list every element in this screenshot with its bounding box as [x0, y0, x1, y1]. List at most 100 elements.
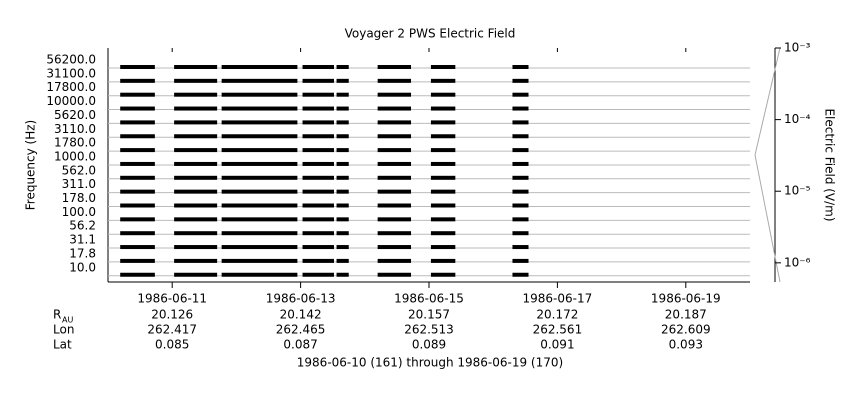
channel-label: 311.0 [62, 177, 96, 191]
data-segment [120, 272, 155, 277]
data-segment [302, 65, 334, 69]
data-segment [174, 258, 218, 263]
ephemeris-value: 0.091 [540, 338, 574, 352]
data-segment [221, 92, 298, 97]
data-segment [336, 106, 349, 111]
data-segment [336, 65, 349, 69]
data-segment [174, 231, 218, 236]
data-segment [512, 65, 529, 69]
data-segment [336, 175, 349, 180]
channel-label: 56200.0 [46, 53, 96, 67]
data-segment [174, 245, 218, 250]
data-segment [512, 120, 529, 125]
channel-label: 1780.0 [54, 136, 96, 150]
data-segment [336, 134, 349, 139]
data-segment [302, 175, 334, 180]
data-segment [120, 245, 155, 250]
data-segment [377, 148, 412, 153]
x-tick-label: 1986-06-17 [523, 292, 593, 306]
data-segment [174, 106, 218, 111]
data-segment [221, 175, 298, 180]
data-segment [430, 134, 456, 139]
data-segment [120, 134, 155, 139]
data-segment [377, 161, 412, 166]
data-segment [221, 78, 298, 83]
ephemeris-value: 0.087 [283, 338, 317, 352]
data-segment [221, 148, 298, 153]
channel-label: 31100.0 [46, 66, 96, 80]
channel-label: 562.0 [62, 163, 96, 177]
data-segment [430, 120, 456, 125]
data-segment [302, 189, 334, 194]
data-segment [377, 65, 412, 69]
data-segment [377, 231, 412, 236]
data-segment [221, 189, 298, 194]
y2-tick-label: 10⁻⁶ [784, 255, 811, 269]
x-tick-label: 1986-06-13 [266, 292, 336, 306]
data-segment [221, 231, 298, 236]
data-segment [221, 161, 298, 166]
y2-axis-label: Electric Field (V/m) [823, 108, 837, 221]
data-segment [512, 231, 529, 236]
data-segment [377, 189, 412, 194]
data-segment [336, 189, 349, 194]
data-segment [377, 217, 412, 222]
data-segment [221, 272, 298, 277]
data-segment [512, 217, 529, 222]
data-segment [430, 217, 456, 222]
data-segment [302, 148, 334, 153]
data-segment [221, 203, 298, 208]
data-segment [377, 175, 412, 180]
data-segment [120, 189, 155, 194]
data-segment [221, 217, 298, 222]
ephemeris-value: 20.172 [536, 308, 578, 322]
data-segment [120, 148, 155, 153]
ephemeris-label: Lon [53, 323, 74, 337]
ephemeris-value: 20.126 [151, 308, 193, 322]
data-segment [512, 272, 529, 277]
data-segment [221, 120, 298, 125]
data-segment [430, 161, 456, 166]
data-segment [336, 231, 349, 236]
data-segment [120, 161, 155, 166]
data-segment [336, 92, 349, 97]
data-segment [120, 106, 155, 111]
data-segment [512, 189, 529, 194]
ephemeris-value: 20.142 [280, 308, 322, 322]
data-segment [430, 148, 456, 153]
ephemeris-value: 0.085 [155, 338, 189, 352]
data-segment [336, 78, 349, 83]
data-segment [512, 175, 529, 180]
channel-label: 31.1 [69, 233, 96, 247]
channel-label: 10.0 [69, 260, 96, 274]
data-segment [512, 245, 529, 250]
data-segment [430, 245, 456, 250]
data-segment [512, 203, 529, 208]
data-segment [430, 106, 456, 111]
data-segment [336, 203, 349, 208]
data-segment [221, 245, 298, 250]
data-segment [120, 203, 155, 208]
connector [754, 154, 781, 283]
data-segment [336, 161, 349, 166]
data-segment [174, 203, 218, 208]
data-segment [302, 134, 334, 139]
data-segment [120, 175, 155, 180]
data-segment [221, 106, 298, 111]
data-segment [377, 134, 412, 139]
ephemeris-value: 262.609 [661, 323, 711, 337]
data-segment [174, 120, 218, 125]
data-segment [430, 203, 456, 208]
data-segment [512, 78, 529, 83]
data-segment [430, 65, 456, 69]
data-segment [512, 106, 529, 111]
data-segment [174, 175, 218, 180]
connector [754, 47, 781, 156]
data-segment [174, 189, 218, 194]
y2-tick-label: 10⁻⁵ [784, 184, 811, 198]
channel-label: 178.0 [62, 191, 96, 205]
ephemeris-label: Lat [53, 338, 72, 352]
data-segment [430, 272, 456, 277]
y-axis-label: Frequency (Hz) [24, 120, 38, 211]
